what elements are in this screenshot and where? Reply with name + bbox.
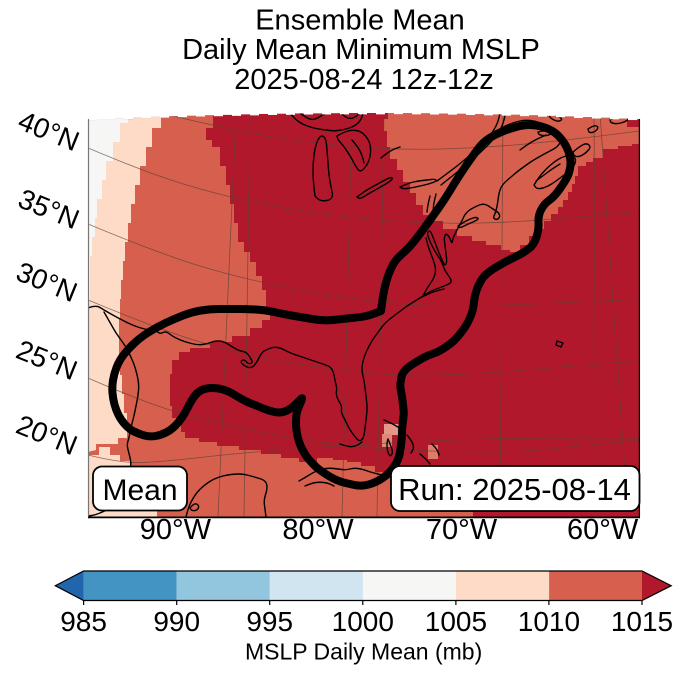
svg-text:1000: 1000 [332,606,394,637]
svg-text:MSLP Daily Mean (mb): MSLP Daily Mean (mb) [245,639,482,665]
svg-text:Mean: Mean [102,474,177,507]
svg-text:80°W: 80°W [282,514,354,546]
svg-text:Ensemble Mean: Ensemble Mean [255,5,465,37]
svg-text:990: 990 [153,606,200,637]
svg-text:90°W: 90°W [140,514,212,546]
svg-text:Run: 2025-08-14: Run: 2025-08-14 [398,472,631,507]
svg-text:995: 995 [246,606,293,637]
svg-text:1005: 1005 [425,606,487,637]
svg-text:60°W: 60°W [567,514,639,546]
svg-text:1015: 1015 [611,606,673,637]
svg-text:70°W: 70°W [426,514,498,546]
svg-text:1010: 1010 [518,606,580,637]
svg-text:2025-08-24 12z-12z: 2025-08-24 12z-12z [234,64,494,96]
svg-text:985: 985 [60,606,107,637]
svg-text:Daily Mean Minimum MSLP: Daily Mean Minimum MSLP [182,34,540,66]
